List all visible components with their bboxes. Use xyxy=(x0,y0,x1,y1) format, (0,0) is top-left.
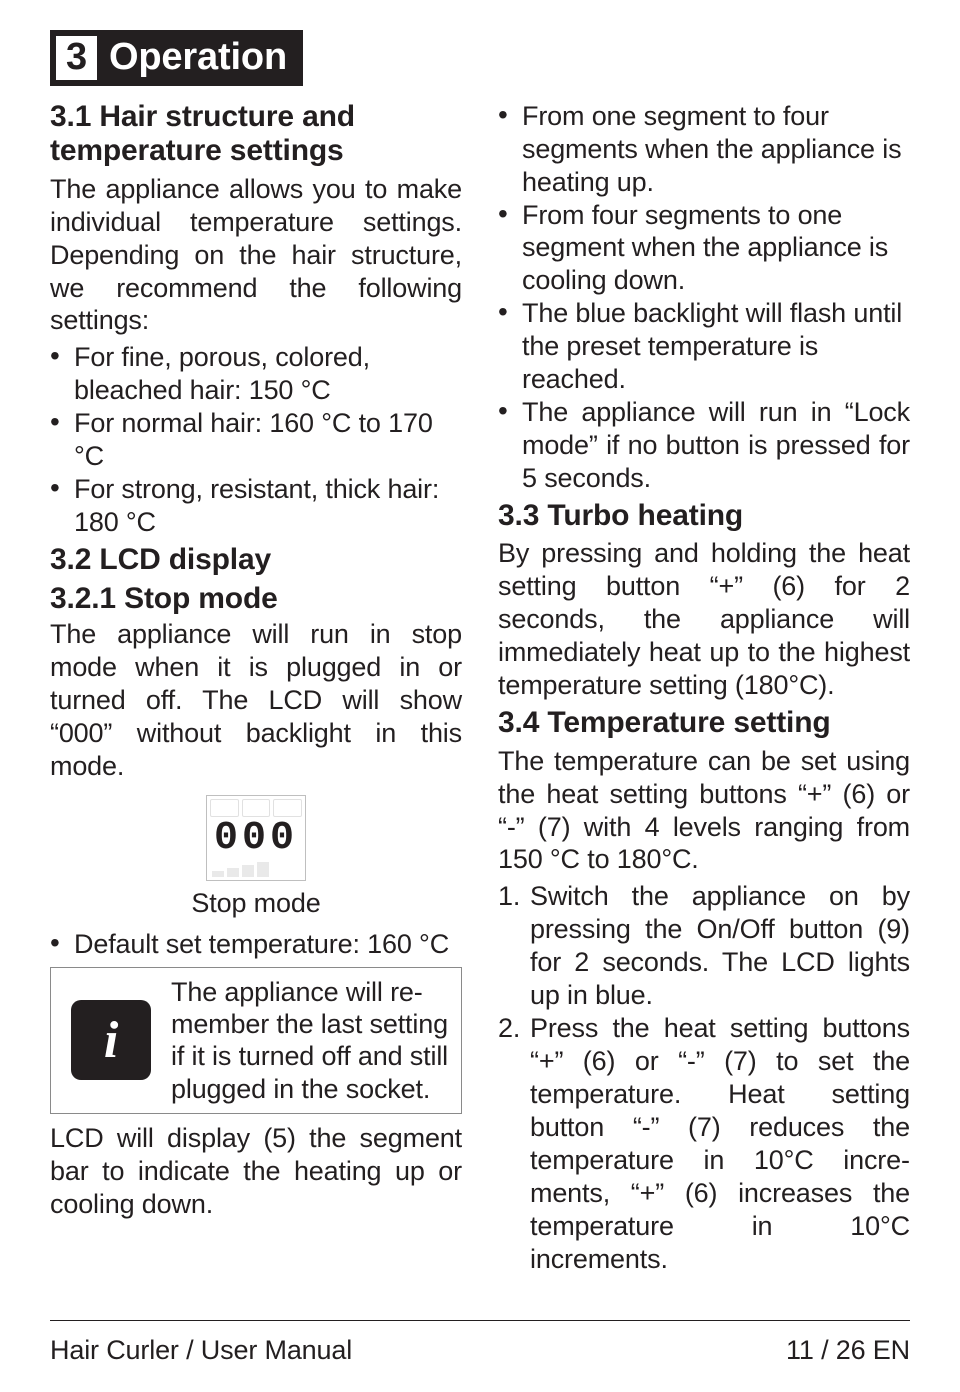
step-number: 1. xyxy=(498,880,520,913)
para-3-1-intro: The appliance allows you to make indi­vi… xyxy=(50,173,462,338)
step-item: 2. Press the heat setting buttons “+” (6… xyxy=(498,1012,910,1276)
chapter-number: 3 xyxy=(56,36,97,80)
left-column: 3.1 Hair structure and temperature setti… xyxy=(50,100,462,1320)
heading-3-4: 3.4 Temperature setting xyxy=(498,706,910,741)
step-text: Switch the appliance on by pressing the … xyxy=(530,881,910,1010)
chapter-header: 3 Operation xyxy=(50,30,303,86)
list-default-temp: Default set temperature: 160 °C xyxy=(50,928,462,961)
steps-3-4: 1. Switch the appliance on by pressing t… xyxy=(498,880,910,1275)
right-column: From one segment to four segments when t… xyxy=(498,100,910,1320)
list-item: The appliance will run in “Lock mode” if… xyxy=(498,396,910,495)
info-text: The appliance will re­member the last se… xyxy=(171,968,461,1114)
lcd-digits: 000 xyxy=(210,817,302,861)
lcd-figure: 000 Stop mode xyxy=(50,795,462,920)
lcd-caption: Stop mode xyxy=(191,887,320,920)
heading-3-2: 3.2 LCD display xyxy=(50,543,462,578)
chapter-title: Operation xyxy=(109,36,293,79)
page-footer: Hair Curler / User Manual 11 / 26 EN xyxy=(50,1320,910,1392)
list-item: From four segments to one segment when t… xyxy=(498,199,910,298)
list-item: From one segment to four segments when t… xyxy=(498,100,910,199)
step-text: Press the heat setting buttons “+” (6) o… xyxy=(530,1013,910,1274)
list-item: The blue backlight will flash until the … xyxy=(498,297,910,396)
heading-3-2-1: 3.2.1 Stop mode xyxy=(50,582,462,617)
lcd-icon: 000 xyxy=(206,795,306,881)
step-item: 1. Switch the appliance on by pressing t… xyxy=(498,880,910,1012)
para-after-info: LCD will display (5) the segment bar to … xyxy=(50,1122,462,1221)
list-item: For strong, resistant, thick hair: 180 °… xyxy=(50,473,462,539)
heading-3-1: 3.1 Hair structure and temperature setti… xyxy=(50,100,462,169)
list-continued: From one segment to four segments when t… xyxy=(498,100,910,495)
step-number: 2. xyxy=(498,1012,520,1045)
list-hair-settings: For fine, porous, colored, bleached hair… xyxy=(50,341,462,539)
para-3-2-1: The appliance will run in stop mode when… xyxy=(50,618,462,783)
para-3-3: By pressing and holding the heat set­tin… xyxy=(498,537,910,702)
info-icon: i xyxy=(71,1000,151,1080)
list-item: For fine, porous, colored, bleached hair… xyxy=(50,341,462,407)
footer-left: Hair Curler / User Manual xyxy=(50,1335,352,1366)
para-3-4: The temperature can be set using the hea… xyxy=(498,745,910,877)
info-box: i The appliance will re­member the last … xyxy=(50,967,462,1115)
list-item: Default set temperature: 160 °C xyxy=(50,928,462,961)
footer-right: 11 / 26 EN xyxy=(786,1335,910,1366)
list-item: For normal hair: 160 °C to 170 °C xyxy=(50,407,462,473)
heading-3-3: 3.3 Turbo heating xyxy=(498,499,910,534)
